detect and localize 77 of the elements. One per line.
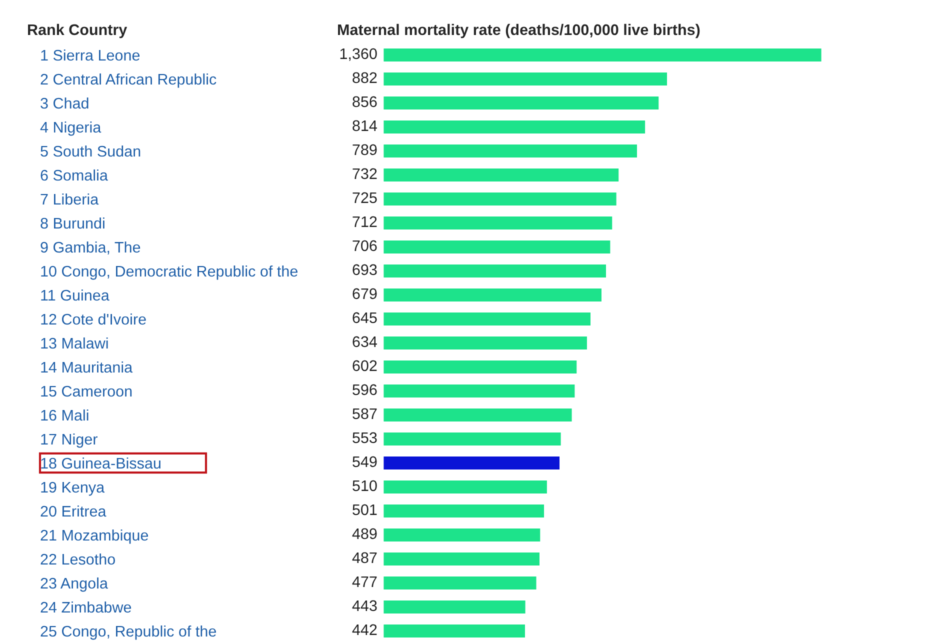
y-tick-label: 16 Mali xyxy=(41,409,88,421)
y-tick-label: 9 Gambia, The xyxy=(40,241,140,254)
y-tick-label: 23 Angola xyxy=(40,577,108,592)
y-tick-label: 3 Chad xyxy=(40,97,88,109)
data-label: 443 xyxy=(352,600,377,612)
bar xyxy=(383,263,608,279)
bar xyxy=(383,335,588,351)
data-label: 549 xyxy=(352,456,377,468)
bar xyxy=(383,503,546,519)
bar xyxy=(383,287,603,303)
bar xyxy=(383,623,526,639)
y-tick-label: 7 Liberia xyxy=(40,193,99,205)
bar xyxy=(383,359,578,375)
bar xyxy=(383,383,576,399)
data-label: 725 xyxy=(352,192,377,204)
y-tick-label: 19 Kenya xyxy=(41,482,105,496)
bar xyxy=(383,191,618,207)
y-tick-label: 21 Mozambique xyxy=(40,529,148,544)
data-label: 510 xyxy=(352,480,377,492)
bar xyxy=(383,143,638,159)
bar xyxy=(383,239,612,255)
y-tick-label: 11 Guinea xyxy=(41,289,110,301)
data-label: 634 xyxy=(352,336,377,348)
bar xyxy=(383,407,574,423)
bar xyxy=(383,551,541,567)
bar xyxy=(383,599,527,615)
bar xyxy=(383,71,668,87)
data-label: 1,360 xyxy=(340,48,377,61)
data-label: 856 xyxy=(352,96,377,108)
y-tick-label: 15 Cameroon xyxy=(41,386,132,397)
data-label: 489 xyxy=(352,528,377,540)
y-tick-label: 18 Guinea-Bissau xyxy=(41,457,160,469)
data-label: 645 xyxy=(352,312,377,324)
data-label: 602 xyxy=(352,360,377,372)
bar xyxy=(383,167,620,183)
bar xyxy=(383,47,822,63)
data-label: 587 xyxy=(352,408,377,420)
y-tick-label: 2 Central African Republic xyxy=(40,73,216,88)
bar xyxy=(383,95,660,111)
y-tick-label: 5 South Sudan xyxy=(40,145,140,157)
data-label: 679 xyxy=(352,288,377,300)
y-tick-label: 6 Somalia xyxy=(40,169,108,181)
y-axis-title: Rank Country xyxy=(28,24,128,38)
data-label: 706 xyxy=(352,240,377,252)
y-tick-label: 25 Congo, Republic of the xyxy=(40,625,216,640)
data-label: 501 xyxy=(352,504,377,516)
y-tick-label: 12 Cote d'Ivoire xyxy=(41,313,146,325)
y-tick-label: 1 Sierra Leone xyxy=(41,49,140,61)
y-tick-label: 14 Mauritania xyxy=(41,361,133,373)
data-label: 442 xyxy=(352,624,377,635)
data-label: 814 xyxy=(352,120,377,132)
data-label: 789 xyxy=(352,144,377,156)
bar xyxy=(383,527,542,543)
bar xyxy=(383,479,548,495)
y-tick-label: 4 Nigeria xyxy=(40,121,102,136)
data-label: 553 xyxy=(352,432,377,444)
bar xyxy=(383,215,614,231)
y-tick-label: 10 Congo, Democratic Republic of the xyxy=(41,265,298,280)
data-label: 596 xyxy=(352,384,377,396)
y-tick-label: 13 Malawi xyxy=(41,337,108,349)
data-label: 732 xyxy=(352,168,377,180)
bar xyxy=(383,431,562,447)
data-label: 882 xyxy=(352,72,377,84)
data-label: 487 xyxy=(352,552,377,564)
data-label: 477 xyxy=(352,576,377,587)
y-tick-label: 22 Lesotho xyxy=(40,553,115,565)
bar xyxy=(383,455,561,471)
y-tick-label: 8 Burundi xyxy=(40,217,104,229)
y-tick-label: 24 Zimbabwe xyxy=(40,601,132,613)
data-label: 712 xyxy=(352,216,377,227)
bar xyxy=(383,119,646,135)
bar xyxy=(383,311,592,327)
y-tick-label: 20 Eritrea xyxy=(40,505,106,517)
chart-title: Maternal mortality rate (deaths/100,000 live births) xyxy=(338,24,700,38)
bar xyxy=(383,575,538,591)
y-tick-label: 17 Niger xyxy=(41,433,98,448)
data-label: 693 xyxy=(352,264,377,276)
